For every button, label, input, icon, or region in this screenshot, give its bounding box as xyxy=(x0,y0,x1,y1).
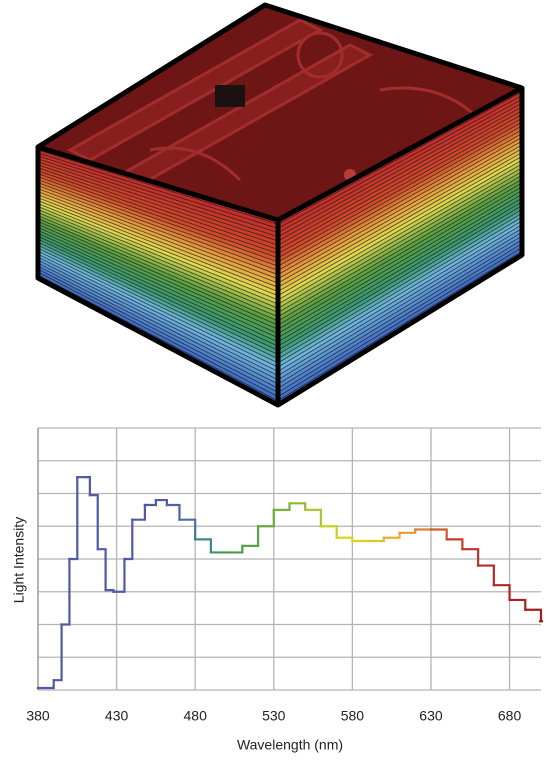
spectrum-step xyxy=(274,503,290,510)
spectrum-step xyxy=(124,520,132,559)
spectrum-step xyxy=(145,500,156,505)
spectrum-step xyxy=(321,526,337,537)
figure: 380 430 480 530 580 630 680 Wavelength (nm) Li… xyxy=(0,0,546,761)
x-tick-label: 680 xyxy=(498,708,522,724)
spectrum-step xyxy=(337,538,353,541)
spectrum-step xyxy=(54,625,62,681)
spectrum-step xyxy=(494,585,510,600)
y-axis-label: Light Intensity xyxy=(11,517,27,603)
spectrum-step xyxy=(113,559,124,592)
spectrum-step xyxy=(384,533,400,538)
page: {"chart_data": { "type": "line", "x_labe… xyxy=(0,0,546,761)
x-tick-label: 580 xyxy=(341,708,365,724)
spectrum-step xyxy=(179,520,195,540)
x-tick-label: 430 xyxy=(105,708,129,724)
spectrum-step xyxy=(368,538,384,541)
spectrum-step xyxy=(156,500,167,505)
x-axis-label: Wavelength (nm) xyxy=(237,737,343,753)
spectrum-step xyxy=(431,530,447,540)
spectrum-step xyxy=(98,549,106,590)
x-tick-label: 380 xyxy=(26,708,50,724)
spectrum-step xyxy=(478,566,494,586)
x-tick-label: 630 xyxy=(419,708,443,724)
spectrum-step xyxy=(305,510,321,526)
spectrum-step xyxy=(242,526,258,546)
hyperspectral-cube xyxy=(38,5,522,406)
spectrum-step xyxy=(462,549,478,565)
spectrum-step xyxy=(195,539,211,552)
spectrum-step xyxy=(258,510,274,526)
spectrum-step xyxy=(85,477,90,495)
spectrum-step xyxy=(69,477,77,559)
spectrum-step xyxy=(290,503,306,510)
x-tick-label: 480 xyxy=(184,708,208,724)
x-tick-label: 530 xyxy=(262,708,286,724)
spectrum-step xyxy=(132,505,145,520)
spectrum-step xyxy=(38,680,54,688)
spectrum-chart: 380 430 480 530 580 630 680 xyxy=(26,428,542,724)
spectrum-step xyxy=(447,539,463,549)
spectrum-step xyxy=(90,495,98,549)
spectrum-step xyxy=(525,610,541,621)
spectrum-step xyxy=(510,600,526,610)
spectrum-step xyxy=(227,546,243,553)
spectrum-step xyxy=(167,505,180,520)
spectrum-step xyxy=(400,530,416,533)
